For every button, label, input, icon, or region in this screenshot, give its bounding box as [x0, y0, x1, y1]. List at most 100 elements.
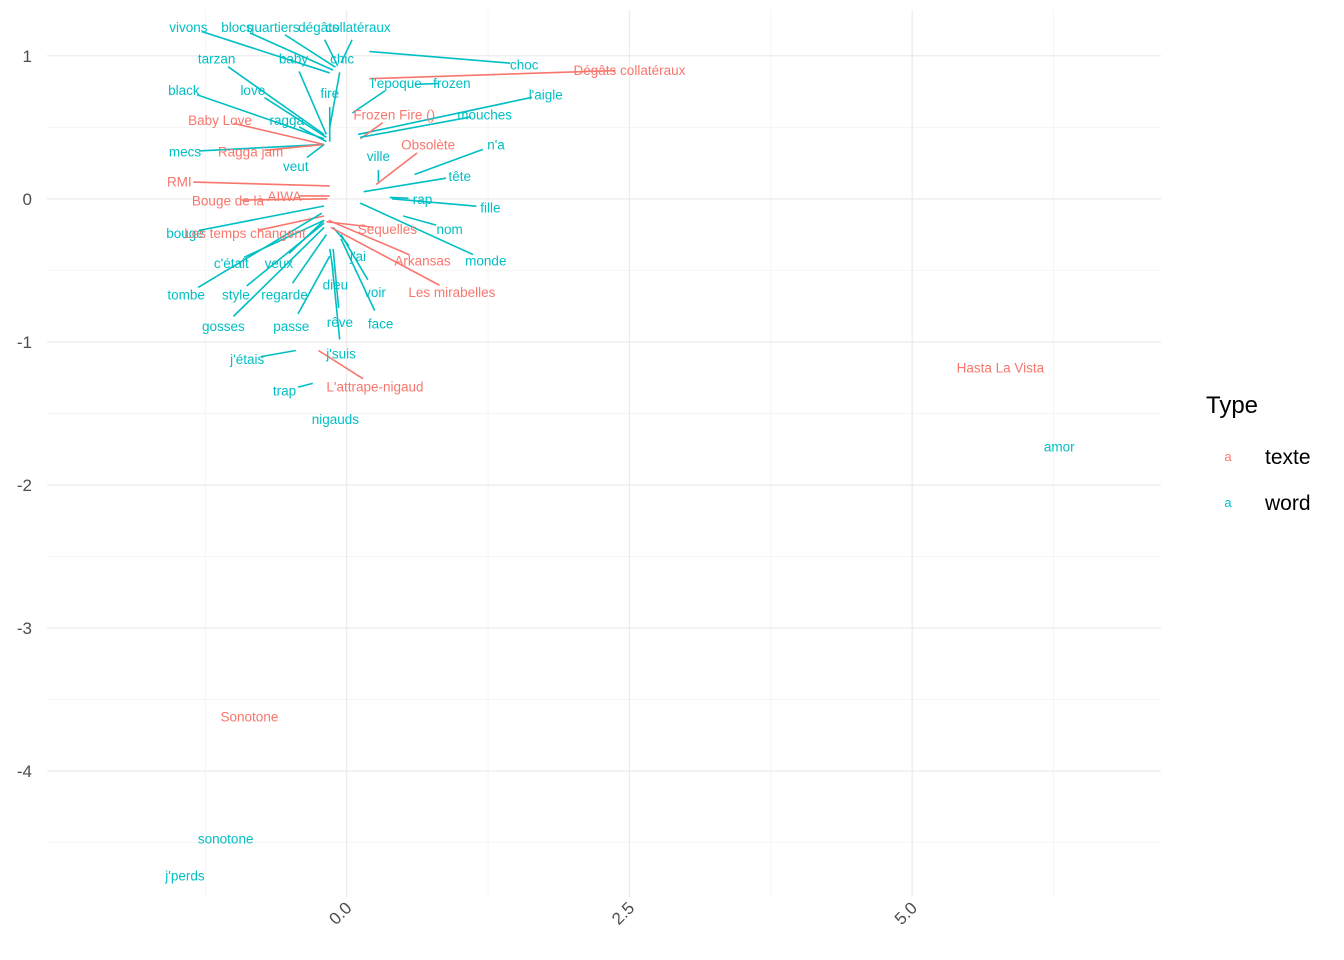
legend-title: Type	[1206, 392, 1258, 419]
label-connector-segment	[414, 82, 438, 86]
label-connector-segment	[297, 255, 331, 315]
point-label: tombe	[167, 288, 205, 303]
label-connector-segment	[359, 202, 474, 256]
label-connector-segment	[318, 349, 364, 380]
label-connector-segment	[193, 181, 330, 187]
label-connector-segment	[340, 238, 376, 311]
x-tick-label: 0.0	[325, 898, 355, 928]
x-tick-label: 5.0	[891, 898, 921, 928]
legend-key-glyph: a	[1224, 449, 1232, 464]
point-label: Dégâts collatéraux	[574, 63, 686, 78]
point-label: fille	[480, 200, 500, 215]
label-connector-segment	[306, 143, 325, 159]
point-label: gosses	[202, 319, 245, 334]
label-connector-segment	[363, 177, 447, 193]
point-label: fire	[320, 86, 339, 101]
point-label: choc	[510, 57, 539, 72]
point-label: amor	[1044, 439, 1075, 454]
point-label: Arkansas	[394, 253, 451, 268]
point-label: rap	[413, 192, 433, 207]
point-label: trap	[273, 384, 296, 399]
point-label: Sonotone	[221, 710, 279, 725]
point-label: l'epoque	[371, 76, 422, 91]
point-label: love	[240, 83, 265, 98]
label-connector-segment	[328, 72, 341, 128]
point-label: Frozen Fire ()	[353, 107, 435, 122]
point-label: blocs	[221, 20, 253, 35]
x-axis-tick-labels: 0.0 2.5 5.0	[325, 898, 921, 928]
label-connector-segment	[246, 222, 325, 287]
point-label: veux	[265, 256, 294, 271]
point-label: collatéraux	[325, 20, 391, 35]
label-connector-segment	[340, 39, 353, 64]
point-label: dieu	[323, 278, 349, 293]
grid-lines	[47, 10, 1161, 897]
point-label: j'perds	[164, 869, 205, 884]
y-tick-label: 0	[23, 190, 32, 209]
label-connector-segment	[196, 93, 325, 140]
y-tick-label: -3	[17, 619, 32, 638]
y-tick-label: -2	[17, 476, 32, 495]
point-label: j'étais	[229, 352, 264, 367]
label-connector-segment	[369, 69, 616, 80]
y-axis-tick-labels: 1 0 -1 -2 -3 -4	[17, 47, 32, 781]
legend-entry-label: texte	[1265, 446, 1311, 469]
point-label: monde	[465, 253, 506, 268]
point-label: black	[168, 83, 200, 98]
label-connector-segment	[249, 32, 334, 71]
point-label: ragga	[269, 113, 304, 128]
label-connector-segment	[241, 198, 328, 201]
point-label: bouge	[166, 226, 204, 241]
label-connector-segment	[328, 219, 410, 256]
point-label: Ragga jam	[218, 145, 283, 160]
label-connector-segment	[323, 39, 339, 67]
label-connector-segment	[351, 90, 386, 114]
label-connector-segment	[284, 34, 336, 68]
point-label: sonotone	[198, 831, 254, 846]
label-connector-segment	[340, 234, 369, 281]
label-connector-segment	[197, 212, 323, 289]
point-label: l'aigle	[529, 87, 563, 102]
point-label: tarzan	[198, 52, 236, 67]
label-connector-segment	[360, 116, 472, 139]
point-label: j'suis	[325, 346, 356, 361]
point-label: veut	[283, 159, 309, 174]
label-connector-segment	[264, 97, 327, 139]
point-label: n'a	[487, 137, 505, 152]
label-connector-segment	[298, 71, 328, 135]
point-label: AIWA	[267, 189, 301, 204]
label-connector-segment	[232, 226, 325, 317]
point-label: j'ai	[349, 249, 366, 264]
label-connector-segment	[369, 50, 511, 65]
label-connector-segment	[264, 143, 325, 152]
label-connector-segment	[375, 152, 418, 186]
point-label: passe	[273, 319, 309, 334]
point-label: voir	[364, 285, 386, 300]
label-connector-segment	[403, 215, 437, 226]
label-connector-segment	[297, 382, 313, 388]
point-label: Obsolète	[401, 137, 455, 152]
x-tick-label: 2.5	[608, 898, 638, 928]
label-connector-segment	[298, 126, 327, 143]
y-tick-label: -4	[17, 762, 32, 781]
point-label: nom	[436, 222, 462, 237]
point-label: frozen	[433, 76, 471, 91]
legend-key-glyph: a	[1224, 495, 1232, 510]
point-label: Hasta La Vista	[957, 361, 1045, 376]
point-label: rêve	[327, 315, 353, 330]
label-connector-segment	[332, 248, 340, 309]
point-label: Baby Love	[188, 113, 252, 128]
label-connector-segment	[414, 148, 484, 176]
label-connector-segment	[233, 122, 325, 146]
point-label: tête	[449, 169, 472, 184]
point-label: Sequelles	[358, 222, 418, 237]
label-connector-segment	[227, 66, 325, 136]
point-label: RMI	[167, 175, 192, 190]
point-label: face	[368, 316, 394, 331]
y-tick-label: -1	[17, 333, 32, 352]
point-label: chic	[330, 52, 354, 67]
label-connector-segment	[331, 263, 341, 340]
point-label: style	[222, 288, 250, 303]
label-connector-segment	[330, 226, 440, 286]
